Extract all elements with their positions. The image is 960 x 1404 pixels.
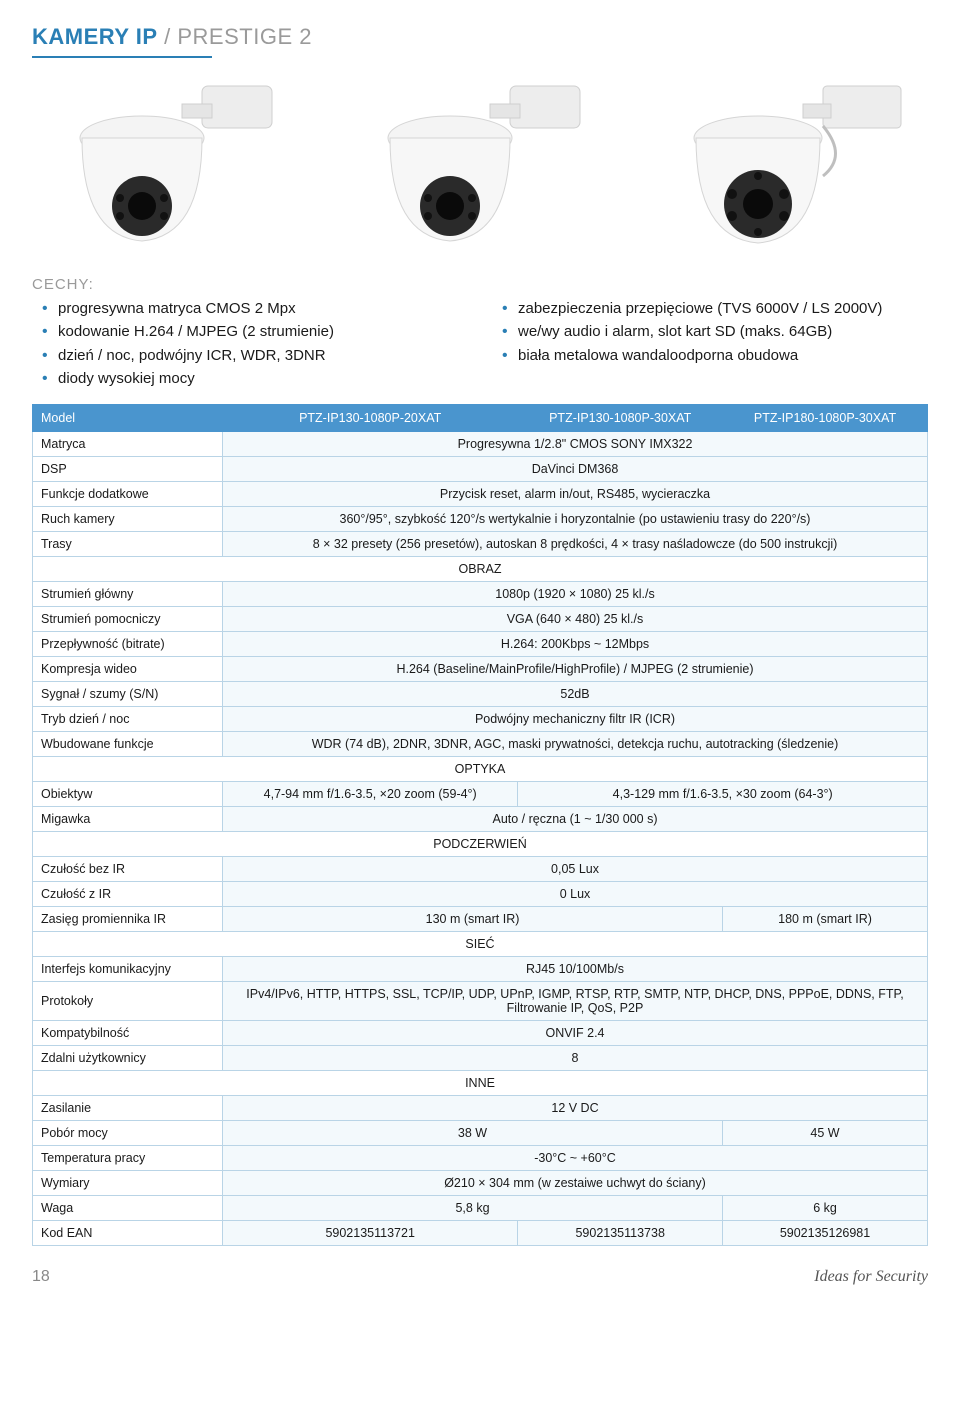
table-row: Czułość z IR0 Lux [33,882,928,907]
features-right-list: zabezpieczenia przepięciowe (TVS 6000V /… [492,297,928,390]
title-main: KAMERY IP [32,24,158,49]
section-inne: INNE [33,1071,928,1096]
table-row: MigawkaAuto / ręczna (1 ~ 1/30 000 s) [33,807,928,832]
spec-table: Model PTZ-IP130-1080P-20XAT PTZ-IP130-10… [32,404,928,1246]
table-row: ProtokołyIPv4/IPv6, HTTP, HTTPS, SSL, TC… [33,982,928,1021]
table-row: WymiaryØ210 × 304 mm (w zestaiwe uchwyt … [33,1171,928,1196]
table-row: Strumień pomocniczyVGA (640 × 480) 25 kl… [33,607,928,632]
table-row: Funkcje dodatkowePrzycisk reset, alarm i… [33,482,928,507]
table-row: Przepływność (bitrate)H.264: 200Kbps ~ 1… [33,632,928,657]
header-col1: PTZ-IP130-1080P-20XAT [223,405,518,432]
feature-item: dzień / noc, podwójny ICR, WDR, 3DNR [32,344,468,367]
features-left-list: progresywna matryca CMOS 2 Mpx kodowanie… [32,297,468,390]
feature-item: we/wy audio i alarm, slot kart SD (maks.… [492,320,928,343]
table-row: Tryb dzień / nocPodwójny mechaniczny fil… [33,707,928,732]
page-footer: 18 Ideas for Security [32,1268,928,1286]
header-model: Model [33,405,223,432]
table-row: Waga5,8 kg6 kg [33,1196,928,1221]
feature-item: diody wysokiej mocy [32,367,468,390]
table-row: Sygnał / szumy (S/N)52dB [33,682,928,707]
table-row: Strumień główny1080p (1920 × 1080) 25 kl… [33,582,928,607]
section-optyka: OPTYKA [33,757,928,782]
section-obraz: OBRAZ [33,557,928,582]
table-row: Kod EAN590213511372159021351137385902135… [33,1221,928,1246]
table-row: Zasilanie12 V DC [33,1096,928,1121]
feature-item: zabezpieczenia przepięciowe (TVS 6000V /… [492,297,928,320]
table-row: Zdalni użytkownicy8 [33,1046,928,1071]
features-label: CECHY: [32,276,928,293]
product-image-1 [32,76,312,256]
table-row: Obiektyw4,7-94 mm f/1.6-3.5, ×20 zoom (5… [33,782,928,807]
table-row: Interfejs komunikacyjnyRJ45 10/100Mb/s [33,957,928,982]
table-row: Trasy8 × 32 presety (256 presetów), auto… [33,532,928,557]
product-image-3 [648,76,928,256]
page-number: 18 [32,1268,50,1286]
table-row: Zasięg promiennika IR130 m (smart IR)180… [33,907,928,932]
page-title: KAMERY IP / PRESTIGE 2 [32,24,928,50]
title-sub: PRESTIGE 2 [177,24,312,49]
table-row: Pobór mocy38 W45 W [33,1121,928,1146]
table-row: Czułość bez IR0,05 Lux [33,857,928,882]
section-siec: SIEĆ [33,932,928,957]
feature-item: progresywna matryca CMOS 2 Mpx [32,297,468,320]
title-underline [32,56,212,58]
table-row: Kompresja wideoH.264 (Baseline/MainProfi… [33,657,928,682]
table-row: Ruch kamery360°/95°, szybkość 120°/s wer… [33,507,928,532]
footer-slogan: Ideas for Security [814,1268,928,1286]
table-row: Temperatura pracy-30°C ~ +60°C [33,1146,928,1171]
product-image-2 [340,76,620,256]
table-row: DSPDaVinci DM368 [33,457,928,482]
section-podczerwien: PODCZERWIEŃ [33,832,928,857]
table-row: KompatybilnośćONVIF 2.4 [33,1021,928,1046]
product-images-row [32,76,928,256]
table-row: MatrycaProgresywna 1/2.8" CMOS SONY IMX3… [33,432,928,457]
table-row: Wbudowane funkcjeWDR (74 dB), 2DNR, 3DNR… [33,732,928,757]
features-columns: progresywna matryca CMOS 2 Mpx kodowanie… [32,297,928,390]
feature-item: biała metalowa wandaloodporna obudowa [492,344,928,367]
header-col3: PTZ-IP180-1080P-30XAT [723,405,928,432]
header-col2: PTZ-IP130-1080P-30XAT [518,405,723,432]
table-header-row: Model PTZ-IP130-1080P-20XAT PTZ-IP130-10… [33,405,928,432]
feature-item: kodowanie H.264 / MJPEG (2 strumienie) [32,320,468,343]
